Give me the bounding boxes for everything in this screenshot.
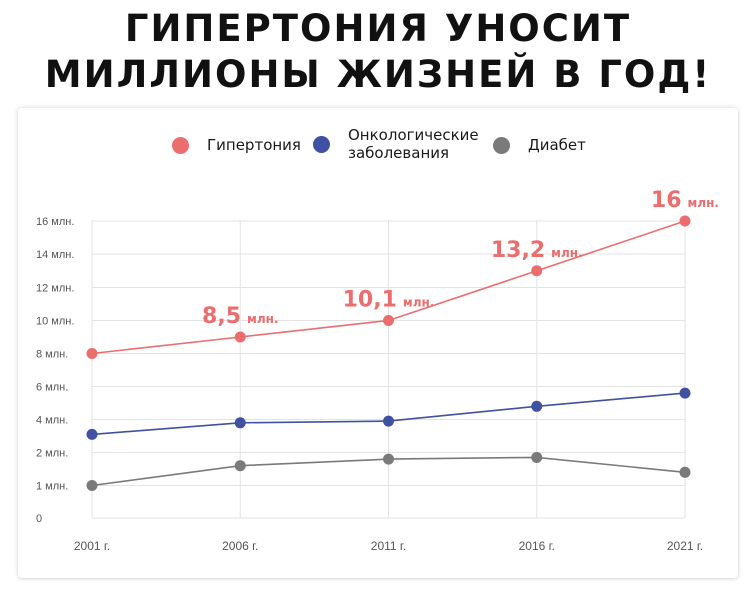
y-tick-label: 16 млн. [36, 216, 74, 228]
data-label: 13,2 млн. [491, 238, 583, 263]
data-point [86, 348, 98, 359]
data-point [234, 331, 246, 343]
data-point [679, 466, 691, 478]
data-point [679, 215, 691, 227]
y-tick-label: 0 [36, 513, 42, 525]
data-point [234, 417, 246, 429]
data-point [383, 415, 394, 427]
data-label-unit: млн. [551, 246, 582, 260]
data-point [234, 460, 246, 472]
data-label-number: 10,1 [343, 288, 397, 313]
data-point [86, 480, 98, 491]
legend-marker-diabetes [493, 136, 510, 154]
data-point [679, 387, 691, 399]
x-tick-label: 2001 г. [74, 539, 110, 553]
data-label-unit: млн. [247, 312, 278, 326]
x-tick-label: 2021 г. [667, 539, 703, 553]
y-tick-label: 8 млн. [36, 349, 68, 361]
legend-marker-oncology [313, 135, 330, 153]
y-tick-label: 10 млн. [36, 316, 74, 328]
y-tick-label: 4 млн. [36, 415, 68, 427]
legend-label-oncology: Онкологические заболевания [348, 126, 479, 162]
legend-marker-hypertension [172, 136, 189, 154]
data-label-unit: млн. [688, 196, 719, 210]
data-point [531, 265, 543, 277]
data-label-number: 8,5 [202, 304, 241, 329]
data-label: 10,1 млн. [343, 288, 435, 313]
page-title: Гипертония уносит миллионы жизней в год! [0, 6, 756, 98]
legend-item-hypertension[interactable]: Гипертония [172, 136, 301, 154]
data-label: 16 млн. [651, 188, 719, 213]
data-point [383, 453, 394, 465]
legend-label-diabetes: Диабет [528, 136, 586, 154]
data-point [383, 315, 394, 326]
data-point [86, 428, 98, 440]
data-label: 8,5 млн. [202, 304, 278, 329]
legend-item-diabetes[interactable]: Диабет [493, 136, 586, 154]
legend-item-oncology[interactable]: Онкологические заболевания [313, 126, 498, 162]
y-tick-label: 12 млн. [36, 283, 74, 295]
y-tick-label: 2 млн. [36, 448, 68, 460]
title-line-2: миллионы жизней в год! [44, 53, 712, 96]
x-tick-label: 2016 г. [519, 539, 555, 553]
y-tick-label: 6 млн. [36, 382, 68, 394]
y-tick-label: 1 млн. [36, 481, 68, 493]
data-label-number: 13,2 [491, 238, 545, 263]
chart-card [18, 108, 738, 578]
y-tick-label: 14 млн. [36, 249, 74, 261]
legend-label-hypertension: Гипертония [207, 136, 301, 154]
title-line-1: Гипертония уносит [124, 7, 632, 50]
chart-legend: Гипертония Онкологические заболевания Ди… [0, 124, 756, 168]
x-tick-label: 2006 г. [222, 539, 258, 553]
data-label-number: 16 [651, 188, 682, 213]
data-point [531, 400, 543, 412]
x-tick-label: 2011 г. [371, 539, 406, 553]
data-point [531, 451, 543, 463]
data-label-unit: млн. [403, 296, 434, 310]
